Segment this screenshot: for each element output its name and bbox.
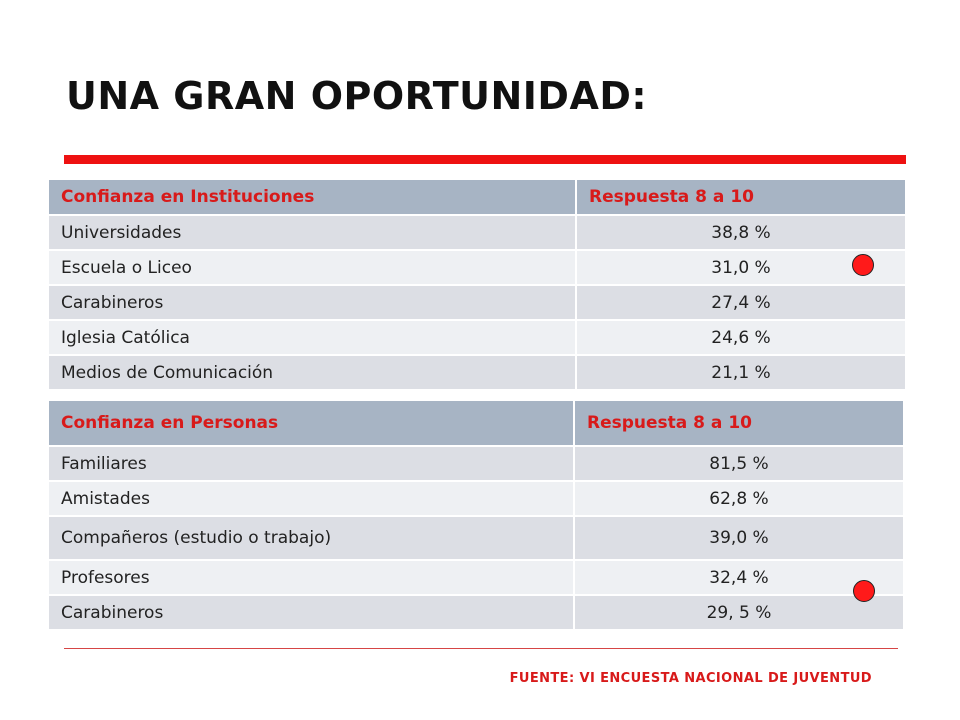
- table-row: Profesores 32,4 %: [49, 559, 903, 594]
- row-value: 62,8 %: [573, 480, 903, 515]
- page-title: UNA GRAN OPORTUNIDAD:: [66, 74, 648, 118]
- title-underline-bar: [64, 155, 906, 164]
- column-header-response: Respuesta 8 a 10: [575, 180, 905, 214]
- table-row: Universidades 38,8 %: [49, 214, 905, 249]
- table-row: Escuela o Liceo 31,0 %: [49, 249, 905, 284]
- table-row: Carabineros 27,4 %: [49, 284, 905, 319]
- column-header-response: Respuesta 8 a 10: [573, 401, 903, 445]
- row-label: Carabineros: [49, 284, 575, 319]
- institutions-trust-table: Confianza en Instituciones Respuesta 8 a…: [49, 180, 905, 389]
- row-label: Carabineros: [49, 594, 573, 629]
- row-value: 21,1 %: [575, 354, 905, 389]
- red-circle-icon: [853, 580, 875, 602]
- row-value: 32,4 %: [573, 559, 903, 594]
- table-header-row: Confianza en Instituciones Respuesta 8 a…: [49, 180, 905, 214]
- row-value: 24,6 %: [575, 319, 905, 354]
- people-trust-table: Confianza en Personas Respuesta 8 a 10 F…: [49, 401, 903, 629]
- row-value: 29, 5 %: [573, 594, 903, 629]
- row-label: Medios de Comunicación: [49, 354, 575, 389]
- row-label: Amistades: [49, 480, 573, 515]
- table-row: Carabineros 29, 5 %: [49, 594, 903, 629]
- row-value: 27,4 %: [575, 284, 905, 319]
- table-row: Medios de Comunicación 21,1 %: [49, 354, 905, 389]
- table-row: Amistades 62,8 %: [49, 480, 903, 515]
- row-label: Escuela o Liceo: [49, 249, 575, 284]
- column-header-institutions: Confianza en Instituciones: [49, 180, 575, 214]
- column-header-people: Confianza en Personas: [49, 401, 573, 445]
- table-row: Familiares 81,5 %: [49, 445, 903, 480]
- row-label: Iglesia Católica: [49, 319, 575, 354]
- table-header-row: Confianza en Personas Respuesta 8 a 10: [49, 401, 903, 445]
- row-value: 39,0 %: [573, 515, 903, 559]
- row-value: 38,8 %: [575, 214, 905, 249]
- source-note: FUENTE: VI ENCUESTA NACIONAL DE JUVENTUD: [509, 671, 872, 686]
- row-label: Universidades: [49, 214, 575, 249]
- table-row: Iglesia Católica 24,6 %: [49, 319, 905, 354]
- row-label: Familiares: [49, 445, 573, 480]
- red-circle-icon: [852, 254, 874, 276]
- row-label: Profesores: [49, 559, 573, 594]
- footer-divider: [64, 648, 898, 649]
- row-value: 31,0 %: [575, 249, 905, 284]
- row-value: 81,5 %: [573, 445, 903, 480]
- table-row: Compañeros (estudio o trabajo) 39,0 %: [49, 515, 903, 559]
- row-label: Compañeros (estudio o trabajo): [49, 515, 573, 559]
